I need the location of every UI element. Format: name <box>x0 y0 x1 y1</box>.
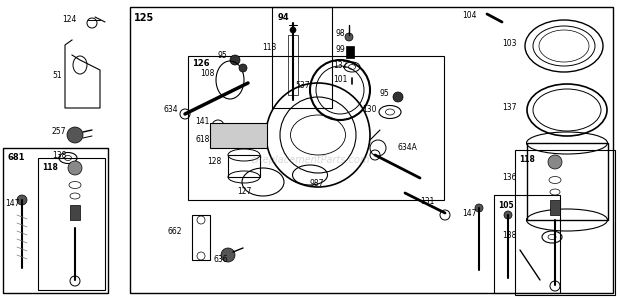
Circle shape <box>290 27 296 33</box>
Circle shape <box>504 211 512 219</box>
Circle shape <box>230 55 240 65</box>
Text: 132: 132 <box>333 60 347 69</box>
Bar <box>494 195 560 293</box>
Bar <box>38 158 105 290</box>
Text: 118: 118 <box>42 162 58 172</box>
Text: 127: 127 <box>237 187 251 195</box>
Bar <box>515 150 615 295</box>
Bar <box>192 215 210 260</box>
Bar <box>346 46 354 58</box>
Bar <box>527 143 608 220</box>
Text: 141: 141 <box>195 117 210 126</box>
Text: 662: 662 <box>168 227 182 237</box>
Circle shape <box>216 124 220 128</box>
Text: 147: 147 <box>462 209 477 218</box>
Text: 103: 103 <box>502 40 516 49</box>
Circle shape <box>345 33 353 41</box>
Text: 95: 95 <box>218 52 228 60</box>
Text: 108: 108 <box>200 69 215 77</box>
Circle shape <box>475 204 483 212</box>
Circle shape <box>68 161 82 175</box>
Text: 95: 95 <box>380 89 390 99</box>
Text: 136: 136 <box>502 173 516 182</box>
Text: 125: 125 <box>134 13 154 23</box>
Bar <box>130 7 613 293</box>
Bar <box>3 148 108 293</box>
Text: 137: 137 <box>502 103 516 113</box>
Text: 94: 94 <box>278 13 290 21</box>
Text: 138: 138 <box>52 150 66 159</box>
Bar <box>272 7 332 108</box>
Circle shape <box>548 155 562 169</box>
Text: 118: 118 <box>519 156 535 164</box>
Text: 257: 257 <box>52 126 66 136</box>
Text: 147: 147 <box>5 198 19 207</box>
Text: 128: 128 <box>207 158 221 167</box>
Text: 99: 99 <box>335 46 345 55</box>
Text: 98: 98 <box>335 29 345 38</box>
Bar <box>228 155 260 177</box>
Bar <box>288 35 298 95</box>
Text: 634A: 634A <box>398 144 418 153</box>
Bar <box>188 56 444 200</box>
Text: 131: 131 <box>420 198 435 207</box>
Bar <box>550 200 560 215</box>
Bar <box>70 205 80 220</box>
Circle shape <box>217 138 227 148</box>
Circle shape <box>393 92 403 102</box>
Text: 987: 987 <box>310 179 324 187</box>
Text: 636: 636 <box>213 255 228 265</box>
Text: 634: 634 <box>163 105 177 114</box>
Text: 124: 124 <box>62 15 76 24</box>
Circle shape <box>67 127 83 143</box>
Bar <box>210 123 267 148</box>
Text: 138: 138 <box>502 230 516 240</box>
Circle shape <box>221 248 235 262</box>
Text: eReplacementParts.com: eReplacementParts.com <box>250 155 370 165</box>
Circle shape <box>17 195 27 205</box>
Text: 537: 537 <box>295 80 309 89</box>
Text: 618: 618 <box>196 136 210 145</box>
Text: 101: 101 <box>333 74 347 83</box>
Text: 105: 105 <box>498 201 513 209</box>
Text: 51: 51 <box>52 71 61 80</box>
Text: 126: 126 <box>192 58 210 68</box>
Circle shape <box>239 64 247 72</box>
Text: 130: 130 <box>362 105 376 114</box>
Text: 104: 104 <box>462 10 477 19</box>
Text: 681: 681 <box>7 153 25 162</box>
Text: 113: 113 <box>262 43 277 52</box>
